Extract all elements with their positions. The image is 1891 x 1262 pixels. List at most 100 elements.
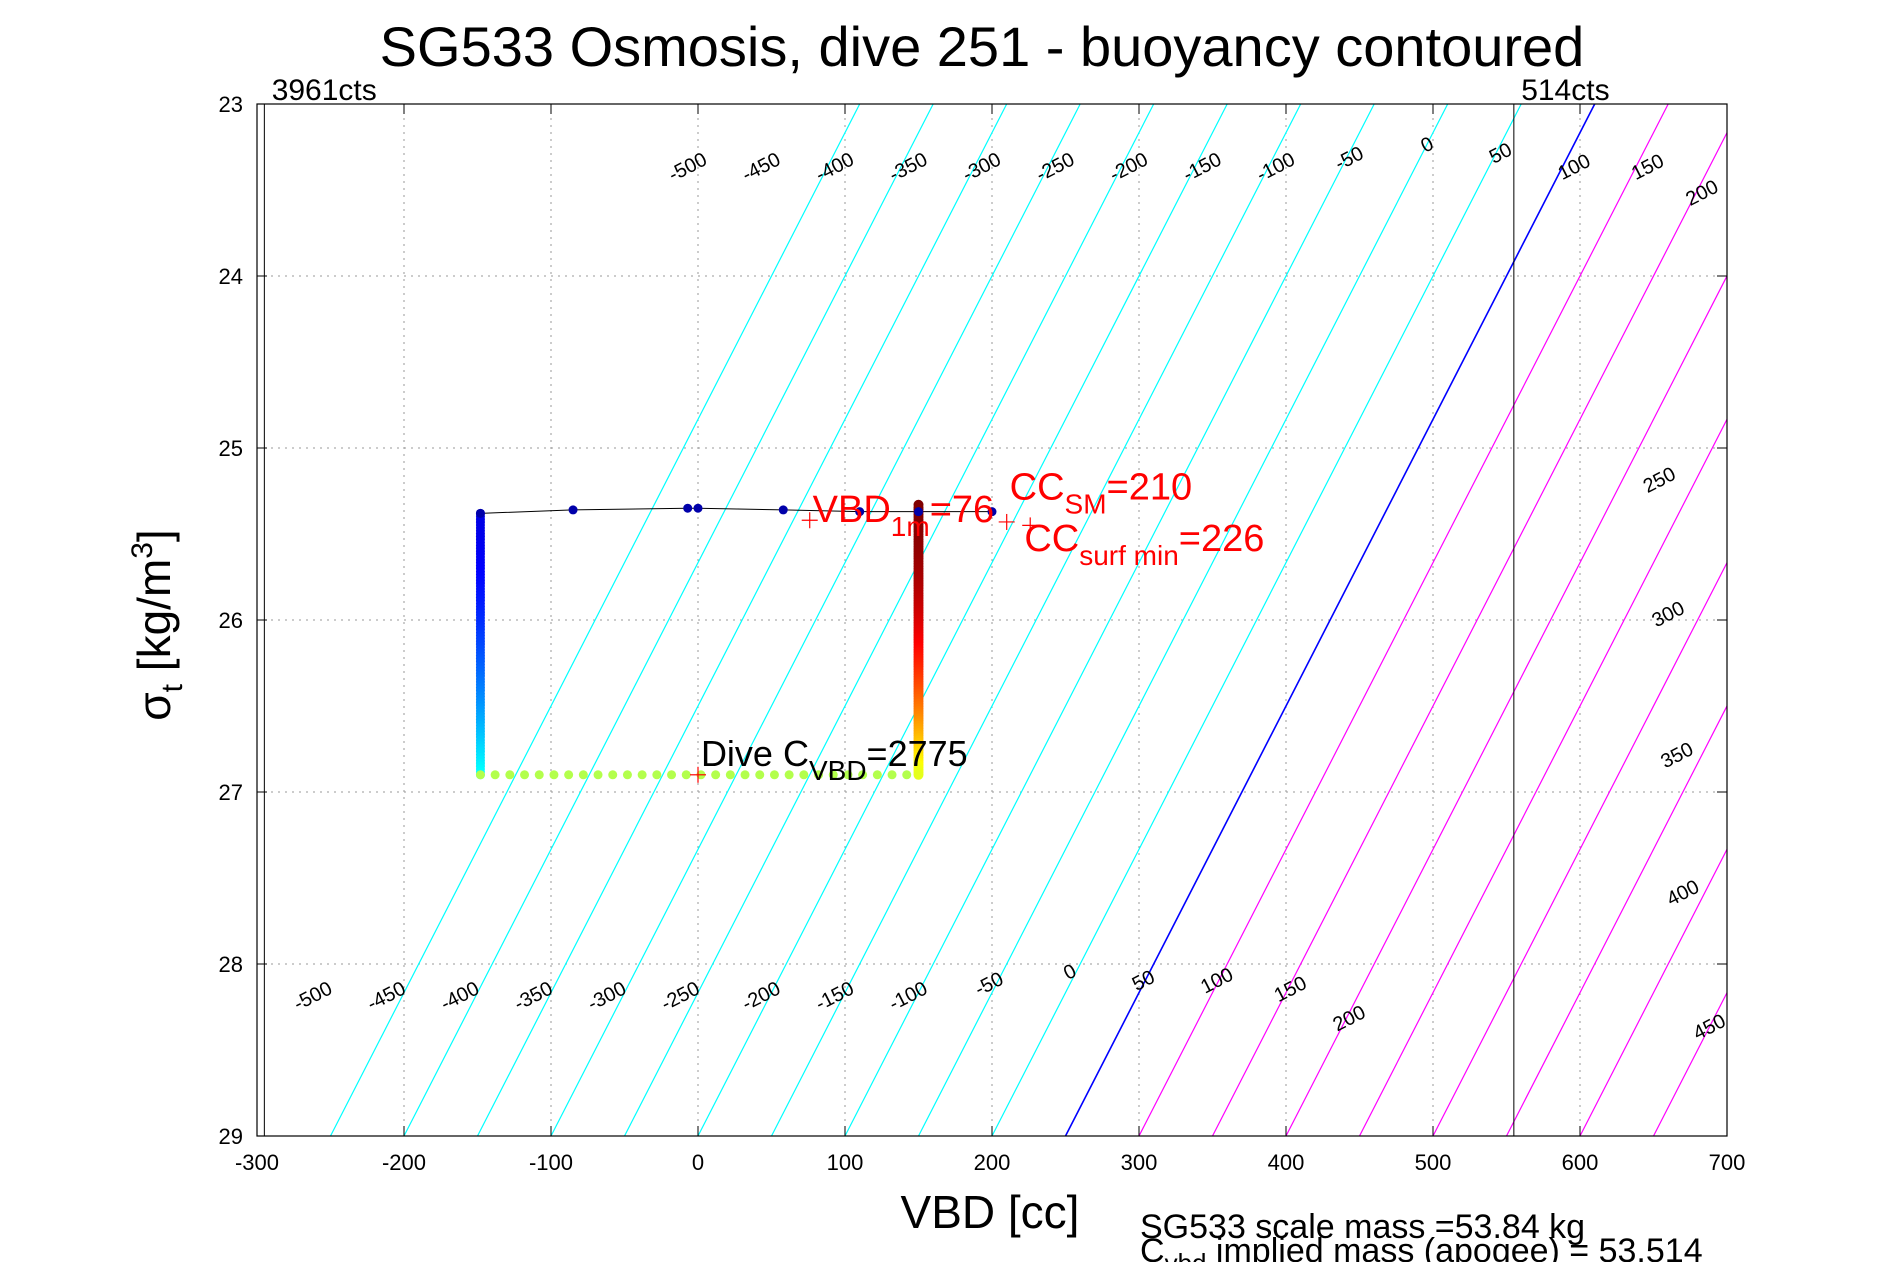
contour-line xyxy=(697,104,1228,1136)
contour-label: 100 xyxy=(1197,964,1237,999)
descent-point xyxy=(637,770,647,780)
y-tick-label: 24 xyxy=(219,264,243,289)
annotation-value: =210 xyxy=(1107,467,1193,509)
contour-label: -350 xyxy=(886,149,932,187)
contour-line xyxy=(1579,848,1727,1136)
descent-point xyxy=(814,770,824,780)
footer-implied-mass: implied mass (apogee) = 53.514 xyxy=(1206,1232,1702,1262)
x-tick-label: 0 xyxy=(692,1150,704,1175)
contour-label: -500 xyxy=(665,149,711,187)
descent-point xyxy=(652,770,662,780)
descent-point xyxy=(667,770,677,780)
annotation-value: =226 xyxy=(1179,518,1265,560)
annotation-label: VBD1m=76 xyxy=(813,489,995,542)
surface-point xyxy=(778,505,788,515)
annotation-label: CCSM=210 xyxy=(1010,467,1192,520)
y-axis-label-close: ] xyxy=(128,529,180,542)
descent-point xyxy=(681,770,691,780)
x-tick-label: -200 xyxy=(382,1150,426,1175)
descent-point xyxy=(799,770,809,780)
contour-line xyxy=(1432,561,1727,1136)
svg-text:σt [kg/m3]: σt [kg/m3] xyxy=(126,529,189,720)
descent-point xyxy=(622,770,632,780)
footer-cvbd-symbol: C xyxy=(1140,1232,1165,1262)
plot-area: -500 -450 -400 -350 -300 -250 -200 -150 -100 -50 0… xyxy=(219,74,1746,1175)
footer-scale-mass: SG533 scale mass =53.84 kg xyxy=(1140,1208,1585,1246)
contour-line xyxy=(1505,704,1727,1136)
contour-line xyxy=(550,104,1081,1136)
descent-point xyxy=(740,770,750,780)
contour-line xyxy=(991,104,1522,1136)
descent-point xyxy=(769,770,779,780)
contour-line xyxy=(1138,104,1669,1136)
descent-point xyxy=(902,770,912,780)
x-tick-label: 200 xyxy=(974,1150,1011,1175)
annotation-value: =76 xyxy=(930,489,994,531)
contour-label: 200 xyxy=(1330,1001,1370,1036)
descent-point xyxy=(505,770,515,780)
contour-label: 400 xyxy=(1663,876,1703,911)
annotation-subscript: VBD xyxy=(809,755,867,786)
buoyancy-contours xyxy=(329,104,1727,1136)
y-tick-label: 28 xyxy=(219,952,243,977)
surface-point xyxy=(475,508,485,518)
descent-point xyxy=(608,770,618,780)
annotation-subscript: surf min xyxy=(1079,540,1179,571)
descent-point xyxy=(490,770,500,780)
x-tick-label: 600 xyxy=(1562,1150,1599,1175)
apogee-point xyxy=(913,769,924,780)
surface-point xyxy=(683,503,693,513)
descent-point xyxy=(872,770,882,780)
contour-label: -100 xyxy=(886,978,932,1016)
contour-label: 250 xyxy=(1640,463,1680,498)
descent-point xyxy=(520,770,530,780)
contour-label: -200 xyxy=(1106,149,1152,187)
surface-track-line xyxy=(480,507,992,514)
contour-label: -300 xyxy=(959,149,1005,187)
contour-line xyxy=(1285,274,1727,1136)
contour-line xyxy=(1652,991,1727,1136)
descent-point xyxy=(755,770,765,780)
contour-label: -350 xyxy=(511,978,557,1016)
annotation-subscript: 1m xyxy=(891,511,930,542)
contour-label: -150 xyxy=(1180,149,1226,187)
contour-line xyxy=(1211,131,1727,1136)
contour-label: 150 xyxy=(1271,972,1311,1007)
contour-label: -150 xyxy=(812,978,858,1016)
descent-point xyxy=(784,770,794,780)
x-axis-label: VBD [cc] xyxy=(901,1186,1080,1238)
descent-point xyxy=(578,770,588,780)
y-tick-label: 27 xyxy=(219,780,243,805)
contour-label: 100 xyxy=(1554,150,1594,185)
contour-line xyxy=(623,104,1155,1136)
y-tick-label: 26 xyxy=(219,608,243,633)
grid-lines xyxy=(257,104,1727,1136)
footer-text: SG533 scale mass =53.84 kg Cvbd implied … xyxy=(1140,1208,1703,1262)
y-axis-label-unit: [kg/m xyxy=(128,559,180,671)
descent-point xyxy=(887,770,897,780)
annotation-label: Dive CVBD=2775 xyxy=(701,733,968,786)
contour-label: -250 xyxy=(1033,149,1079,187)
x-tick-label: 700 xyxy=(1709,1150,1746,1175)
descent-point xyxy=(534,770,544,780)
x-tick-label: 400 xyxy=(1268,1150,1305,1175)
contour-label: 450 xyxy=(1690,1010,1730,1045)
surface-point xyxy=(987,507,997,517)
y-axis-label: σt [kg/m3] xyxy=(126,529,189,720)
svg-text:Cvbd implied mass (apogee) = 5: Cvbd implied mass (apogee) = 53.514 xyxy=(1140,1232,1703,1262)
y-tick-label: 25 xyxy=(219,436,243,461)
surface-point xyxy=(693,503,703,513)
descent-point xyxy=(593,770,603,780)
contour-label: -450 xyxy=(364,978,410,1016)
annotation-label: CCsurf min=226 xyxy=(1024,518,1264,571)
axis-ticks: -300 -200 -100 0 100 200 300 400 500 600 700232425… xyxy=(219,92,1746,1175)
contour-line xyxy=(403,104,934,1136)
descent-point xyxy=(711,770,721,780)
contour-line xyxy=(329,104,861,1136)
contour-label: -100 xyxy=(1253,149,1299,187)
x-tick-label: 300 xyxy=(1121,1150,1158,1175)
annotation-subscript: SM xyxy=(1065,489,1107,520)
annotation-symbol: CC xyxy=(1010,467,1065,509)
